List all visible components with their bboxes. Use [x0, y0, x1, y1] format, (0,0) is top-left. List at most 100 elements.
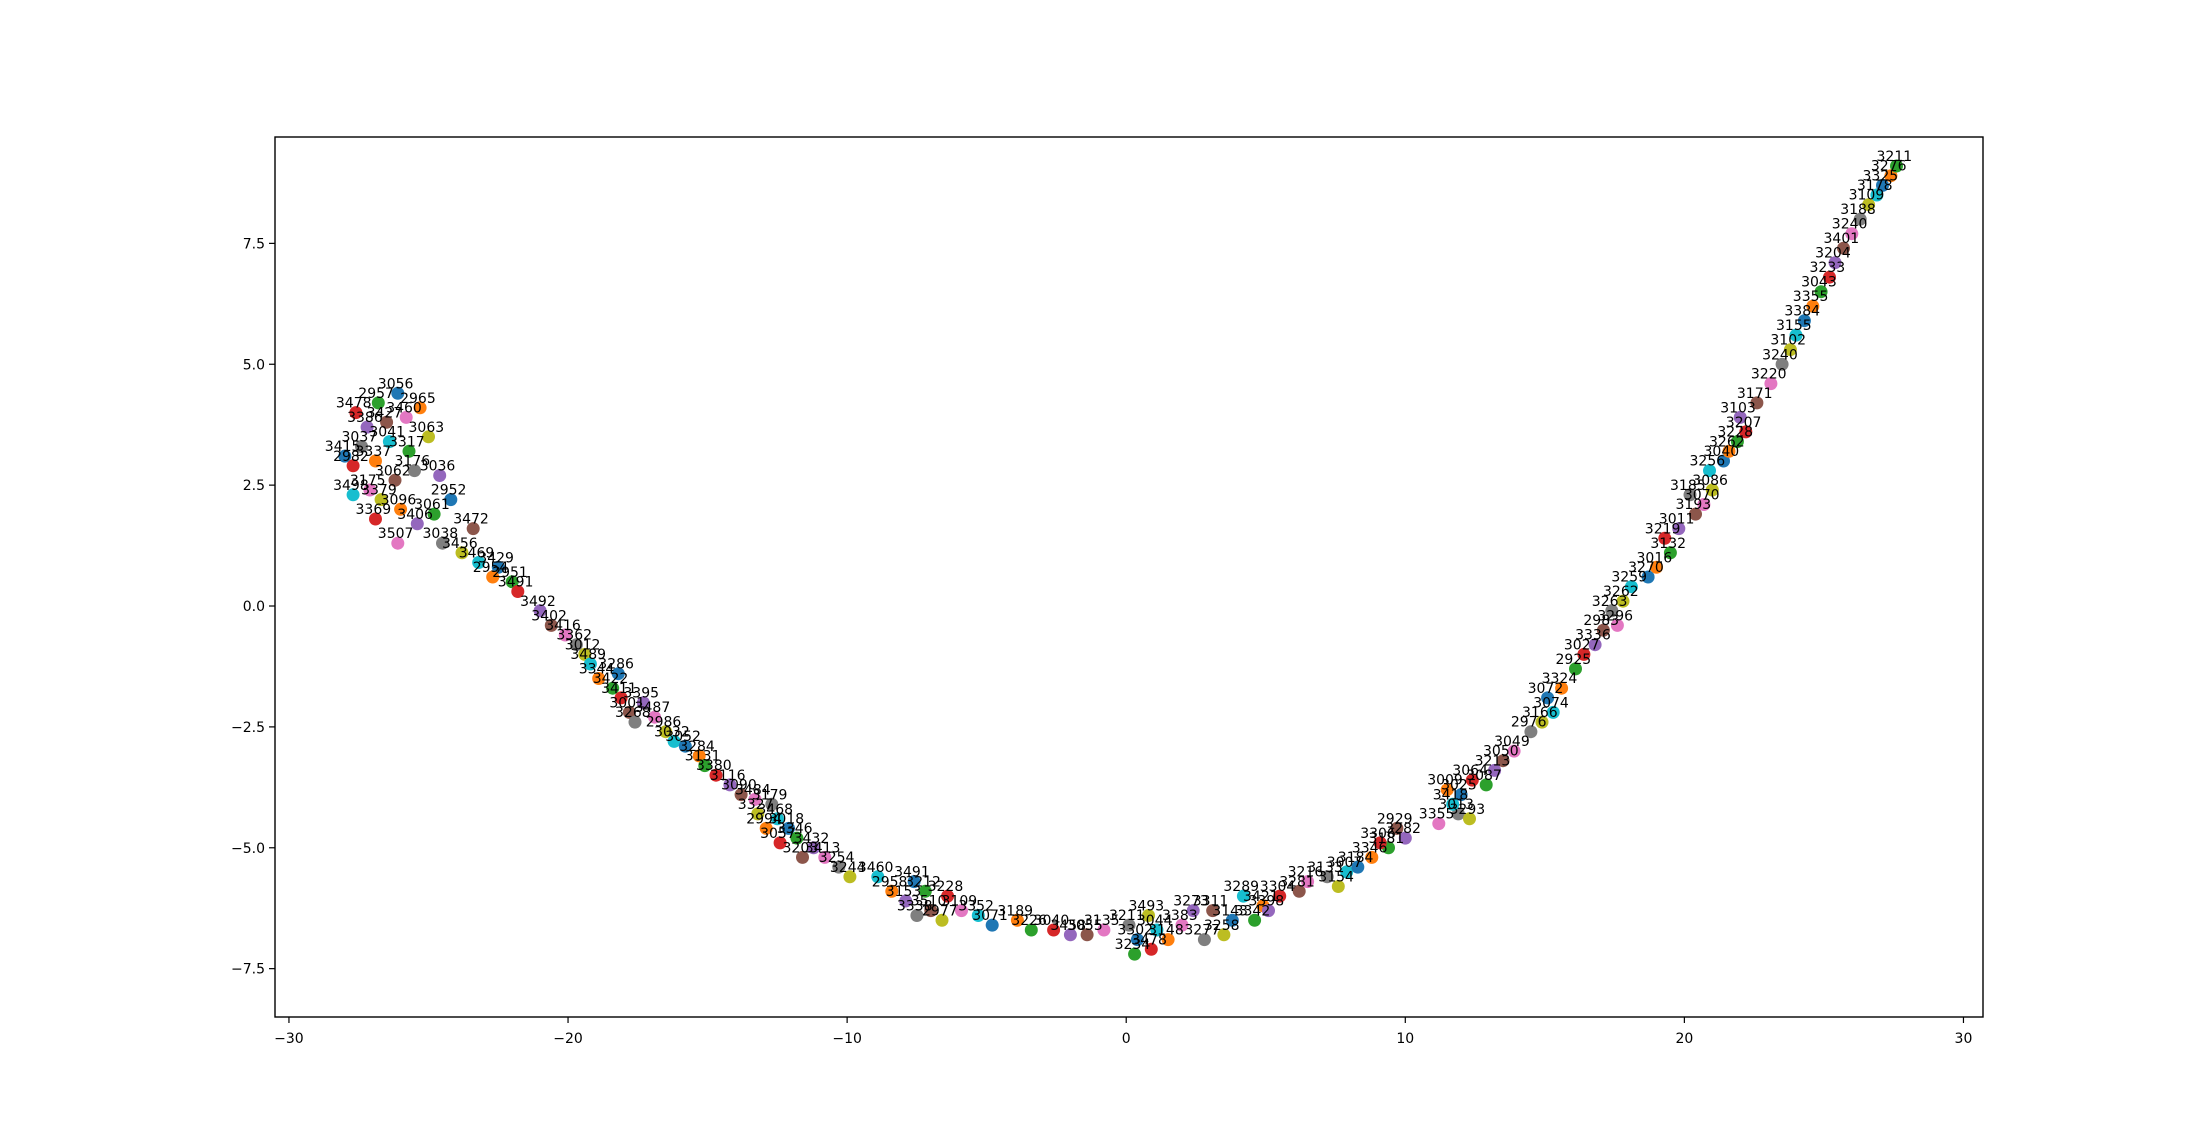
data-point — [955, 904, 968, 918]
point-label: 2925 — [1556, 652, 1592, 668]
data-point — [505, 575, 519, 589]
data-point — [1186, 904, 1200, 918]
data-point — [374, 493, 388, 507]
data-point — [709, 768, 723, 782]
data-point — [628, 715, 642, 729]
point-label: 3327 — [738, 797, 774, 813]
point-label: 3009 — [1427, 773, 1463, 789]
point-label: 3234 — [1115, 937, 1151, 953]
data-point — [1398, 831, 1412, 845]
data-point — [391, 536, 405, 550]
data-point — [1546, 705, 1560, 719]
data-point — [1730, 435, 1744, 449]
data-point — [558, 628, 572, 642]
data-point — [1080, 928, 1094, 942]
data-point — [369, 454, 382, 468]
data-point — [1705, 483, 1719, 497]
point-label: 3063 — [409, 420, 445, 436]
data-point — [1331, 880, 1345, 893]
data-point — [371, 396, 385, 410]
x-tick-label: −30 — [274, 1031, 304, 1047]
point-label: 3268 — [615, 705, 651, 721]
data-point — [346, 488, 360, 502]
data-point — [790, 831, 804, 845]
data-point — [349, 406, 363, 420]
data-point — [1577, 647, 1591, 661]
point-label: 3337 — [356, 444, 392, 460]
data-point — [1225, 913, 1239, 927]
point-label: 3086 — [1692, 473, 1728, 489]
data-point — [1217, 928, 1231, 942]
point-label: 3384 — [1784, 304, 1820, 320]
point-label: 2977 — [922, 903, 958, 919]
point-label: 3406 — [397, 507, 433, 523]
point-label: 3148 — [1148, 923, 1184, 939]
point-label: 2929 — [1377, 811, 1413, 827]
point-label: 3143 — [1212, 903, 1248, 919]
point-label: 3018 — [769, 811, 805, 827]
point-label: 3072 — [1528, 681, 1564, 697]
point-label: 3263 — [1592, 594, 1628, 610]
point-label: 3510 — [911, 894, 947, 910]
point-label: 3154 — [1318, 870, 1354, 886]
point-label: 3038 — [423, 526, 459, 542]
y-tick-label: 2.5 — [243, 478, 265, 494]
data-point — [1837, 241, 1850, 255]
point-label: 3398 — [1249, 894, 1285, 910]
data-point — [544, 618, 558, 632]
point-label: 3421 — [1243, 889, 1279, 905]
point-label: 3044 — [1137, 913, 1173, 929]
data-point — [678, 739, 692, 753]
point-label: 3096 — [381, 492, 417, 508]
data-point — [636, 696, 650, 710]
point-label: 3346 — [777, 821, 813, 837]
data-point — [1884, 169, 1898, 183]
data-point — [910, 909, 924, 922]
point-label: 3179 — [752, 787, 788, 803]
data-point — [1175, 918, 1189, 932]
data-point — [533, 604, 547, 618]
data-point — [592, 672, 606, 685]
point-label: 3040 — [1704, 444, 1740, 460]
point-label: 3395 — [623, 686, 659, 702]
data-point — [692, 749, 706, 763]
data-point — [491, 560, 505, 574]
point-label: 3489 — [570, 647, 606, 663]
data-point — [382, 435, 396, 449]
point-label: 3037 — [342, 430, 378, 446]
data-point — [413, 401, 427, 415]
data-point — [971, 909, 985, 922]
point-label: 3212 — [905, 874, 941, 890]
data-point — [1610, 618, 1624, 632]
point-label: 3175 — [350, 473, 386, 489]
data-point — [1097, 923, 1111, 937]
point-label: 3270 — [1628, 560, 1664, 576]
data-point — [472, 556, 486, 569]
data-point — [1672, 522, 1686, 536]
data-point — [782, 821, 795, 835]
data-point — [1588, 638, 1602, 652]
point-label: 3456 — [442, 536, 478, 552]
data-point — [1624, 580, 1638, 594]
point-label: 3418 — [1433, 787, 1469, 803]
point-label: 3050 — [1483, 744, 1519, 760]
point-label: 2957 — [358, 386, 394, 402]
point-label: 3317 — [389, 434, 425, 450]
point-label: 3228 — [928, 879, 964, 895]
y-tick-label: −2.5 — [231, 720, 265, 736]
data-point — [1697, 498, 1711, 511]
data-point — [1569, 662, 1582, 676]
data-point — [622, 705, 636, 719]
data-point — [871, 870, 885, 884]
point-label: 2986 — [646, 715, 682, 731]
point-label: 3204 — [1815, 246, 1851, 262]
data-points — [338, 159, 1903, 961]
point-label: 3171 — [1737, 386, 1773, 402]
point-label: 3355 — [1419, 807, 1455, 823]
data-point — [1845, 227, 1859, 241]
point-label: 3043 — [1801, 275, 1837, 291]
point-label: 3184 — [1338, 850, 1374, 866]
data-point — [1722, 444, 1736, 458]
point-label: 3369 — [356, 502, 392, 518]
point-label: 3061 — [414, 497, 450, 513]
